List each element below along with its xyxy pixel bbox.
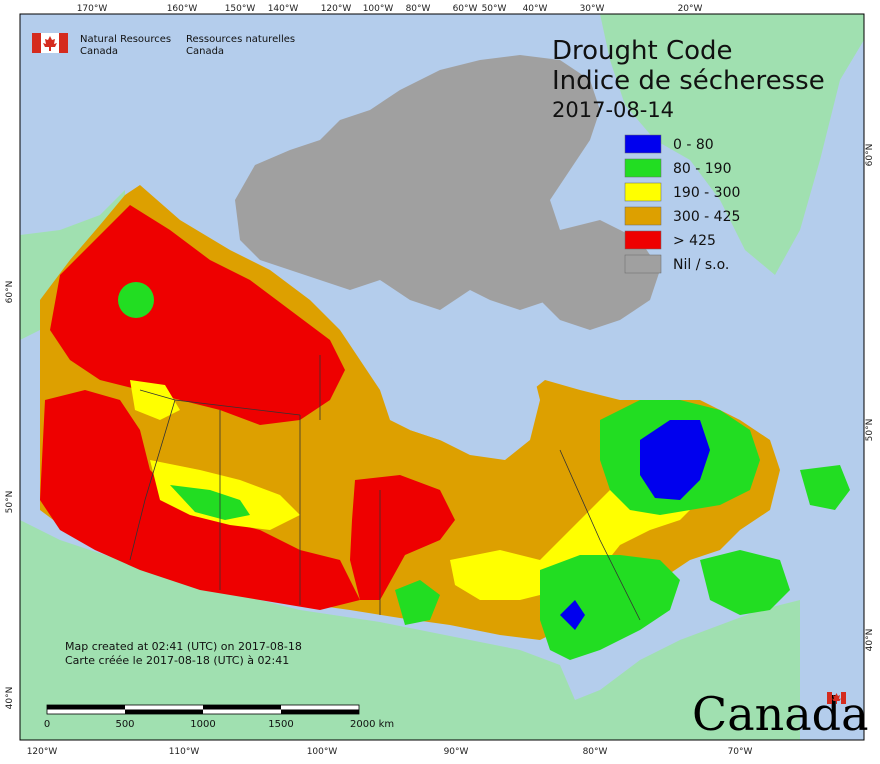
- canada-wordmark: Canada: [692, 687, 869, 741]
- legend-label: 190 - 300: [673, 185, 740, 201]
- org-fr-line2: Canada: [186, 46, 224, 57]
- legend-swatch: [624, 230, 662, 250]
- greenland: [600, 14, 864, 275]
- red-bc-region: [40, 390, 360, 610]
- legend-swatch: [624, 254, 662, 274]
- blue-ontario-patch: [560, 600, 585, 630]
- tick-bottom: 70°W: [728, 747, 753, 757]
- tick-top: 140°W: [268, 4, 299, 14]
- tick-top: 160°W: [167, 4, 198, 14]
- legend-swatch: [624, 158, 662, 178]
- tick-left: 40°N: [5, 687, 15, 710]
- wordmark-flag-left: [827, 692, 832, 704]
- legend-label: > 425: [673, 233, 716, 249]
- arctic-islands: [235, 55, 600, 310]
- tick-left: 60°N: [5, 281, 15, 304]
- united-states: [20, 520, 800, 740]
- graticule-bottom: 120°W 110°W 100°W 90°W 80°W 70°W: [27, 747, 753, 757]
- red-ontario-region: [350, 475, 455, 600]
- tick-bottom: 100°W: [307, 747, 338, 757]
- wordmark-flag-right: [841, 692, 846, 704]
- legend-swatch: [624, 206, 662, 226]
- yellow-bc-patch: [130, 380, 180, 420]
- org-en-line2: Canada: [80, 46, 118, 57]
- tick-top: 80°W: [406, 4, 431, 14]
- flag-right-bar: [59, 33, 68, 53]
- graticule-top: 170°W 160°W 150°W 140°W 120°W 100°W 80°W…: [77, 4, 703, 14]
- newfoundland: [800, 465, 850, 510]
- tick-right: 60°N: [865, 144, 875, 167]
- map-border: [19, 13, 865, 741]
- scale-segment: [125, 709, 203, 714]
- scale-label: 1500: [268, 719, 293, 730]
- tick-right: 50°N: [865, 419, 875, 442]
- legend-label: Nil / s.o.: [673, 257, 729, 273]
- green-prairie-patch: [170, 485, 250, 520]
- graticule-left: 60°N 50°N 40°N: [5, 281, 15, 710]
- legend: 0 - 80 80 - 190 190 - 300 300 - 425 > 425 Nil…: [624, 134, 740, 274]
- tick-top: 50°W: [482, 4, 507, 14]
- hudson-bay: [390, 320, 540, 460]
- tick-top: 40°W: [523, 4, 548, 14]
- nrcan-signature: Natural Resources Canada Ressources natu…: [32, 33, 295, 57]
- legend-label: 0 - 80: [673, 137, 714, 153]
- tick-bottom: 90°W: [444, 747, 469, 757]
- credit-en: Map created at 02:41 (UTC) on 2017-08-18: [65, 640, 302, 653]
- wordmark-maple-leaf-icon: [832, 693, 841, 704]
- legend-label: 80 - 190: [673, 161, 732, 177]
- credit-fr: Carte créée le 2017-08-18 (UTC) à 02:41: [65, 654, 289, 667]
- maple-leaf-icon: [43, 36, 57, 51]
- scale-segment: [203, 705, 281, 710]
- green-ontario-patch: [395, 580, 440, 625]
- tick-top: 150°W: [225, 4, 256, 14]
- green-south-region: [540, 555, 680, 660]
- title-date: 2017-08-14: [552, 98, 674, 122]
- tick-right: 40°N: [865, 629, 875, 652]
- red-west-region: [50, 205, 345, 425]
- org-fr-line1: Ressources naturelles: [186, 34, 295, 45]
- province-boundaries: [129, 355, 641, 621]
- title-fr: Indice de sécheresse: [552, 66, 825, 96]
- legend-label: 300 - 425: [673, 209, 740, 225]
- tick-top: 60°W: [453, 4, 478, 14]
- scale-label: 1000: [190, 719, 215, 730]
- tick-left: 50°N: [5, 491, 15, 514]
- scale-segment: [281, 709, 359, 714]
- tick-bottom: 110°W: [169, 747, 200, 757]
- blue-quebec-region: [640, 420, 710, 500]
- tick-top: 120°W: [321, 4, 352, 14]
- tick-top: 20°W: [678, 4, 703, 14]
- scale-bar: 0 500 1000 1500 2000 km: [44, 704, 394, 730]
- graticule-right: 60°N 50°N 40°N: [865, 144, 875, 652]
- tick-bottom: 120°W: [27, 747, 58, 757]
- title-en: Drought Code: [552, 36, 733, 66]
- green-yukon-patch: [117, 281, 154, 319]
- tick-top: 30°W: [580, 4, 605, 14]
- tick-top: 100°W: [363, 4, 394, 14]
- green-maritimes: [700, 550, 790, 615]
- scale-label: 2000 km: [350, 719, 394, 730]
- scale-label: 0: [44, 719, 50, 730]
- tick-top: 170°W: [77, 4, 108, 14]
- tick-bottom: 80°W: [583, 747, 608, 757]
- flag-left-bar: [32, 33, 41, 53]
- scale-segment: [47, 705, 125, 710]
- org-en-line1: Natural Resources: [80, 34, 171, 45]
- scale-label: 500: [115, 719, 134, 730]
- legend-swatch: [624, 134, 662, 154]
- legend-swatch: [624, 182, 662, 202]
